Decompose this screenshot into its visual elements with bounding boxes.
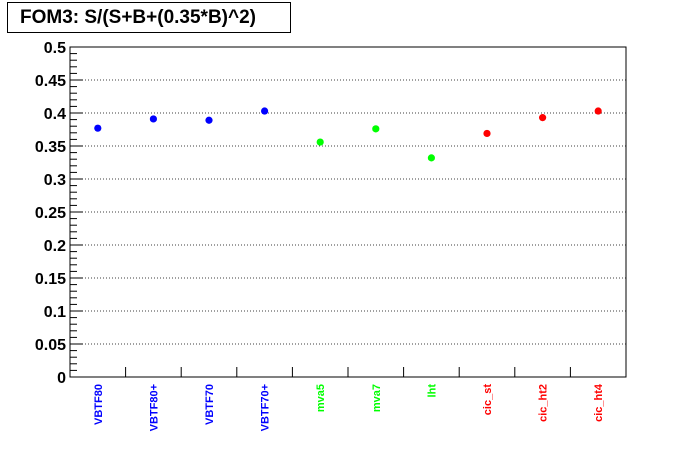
data-point-cic-ht2 <box>539 114 547 122</box>
y-tick-label: 0.45 <box>35 73 66 90</box>
x-category-label: cic_st <box>482 384 494 416</box>
x-category-label: cic_ht2 <box>538 384 550 422</box>
x-category-label: VBTF80 <box>93 384 105 425</box>
x-category-label: VBTF70 <box>204 384 216 425</box>
y-tick-label: 0.2 <box>44 238 66 255</box>
y-tick-label: 0.25 <box>35 205 66 222</box>
x-category-label: VBTF80+ <box>148 384 160 431</box>
data-point-mva7 <box>372 125 380 133</box>
data-point-mva5 <box>316 138 324 146</box>
y-axis: 0 0.05 0.1 0.15 0.2 0.25 0.3 0.35 0.4 0.45 0.5 <box>35 40 83 387</box>
data-point-vbtf70 <box>205 116 213 124</box>
y-tick-label: 0.3 <box>44 172 66 189</box>
data-points <box>94 107 602 162</box>
data-point-cic-st <box>483 129 491 138</box>
y-tick-label: 0.5 <box>44 40 66 57</box>
plot-frame <box>69 46 627 378</box>
y-tick-label: 0.4 <box>44 106 66 123</box>
y-tick-label: 0.05 <box>35 337 66 354</box>
data-point-cic-ht4 <box>594 107 602 115</box>
x-category-label: mva5 <box>315 384 327 412</box>
y-tick-label: 0.1 <box>44 304 66 321</box>
x-axis: VBTF80 VBTF80+ VBTF70 VBTF70+ mva5 mva7 lht cic… <box>93 367 605 431</box>
x-category-label: VBTF70+ <box>260 384 272 431</box>
chart-title: FOM3: S/(S+B+(0.35*B)^2) <box>7 2 291 33</box>
data-point-vbtf70- <box>261 107 269 115</box>
y-tick-label: 0.15 <box>35 271 66 288</box>
data-point-vbtf80 <box>94 124 102 132</box>
y-tick-label: 0 <box>57 370 66 387</box>
x-category-label: mva7 <box>371 384 383 412</box>
data-point-vbtf80- <box>149 115 157 123</box>
data-point-lht <box>427 154 435 162</box>
y-tick-label: 0.35 <box>35 139 66 156</box>
x-category-label: cic_ht4 <box>593 383 605 422</box>
x-category-label: lht <box>426 384 438 398</box>
